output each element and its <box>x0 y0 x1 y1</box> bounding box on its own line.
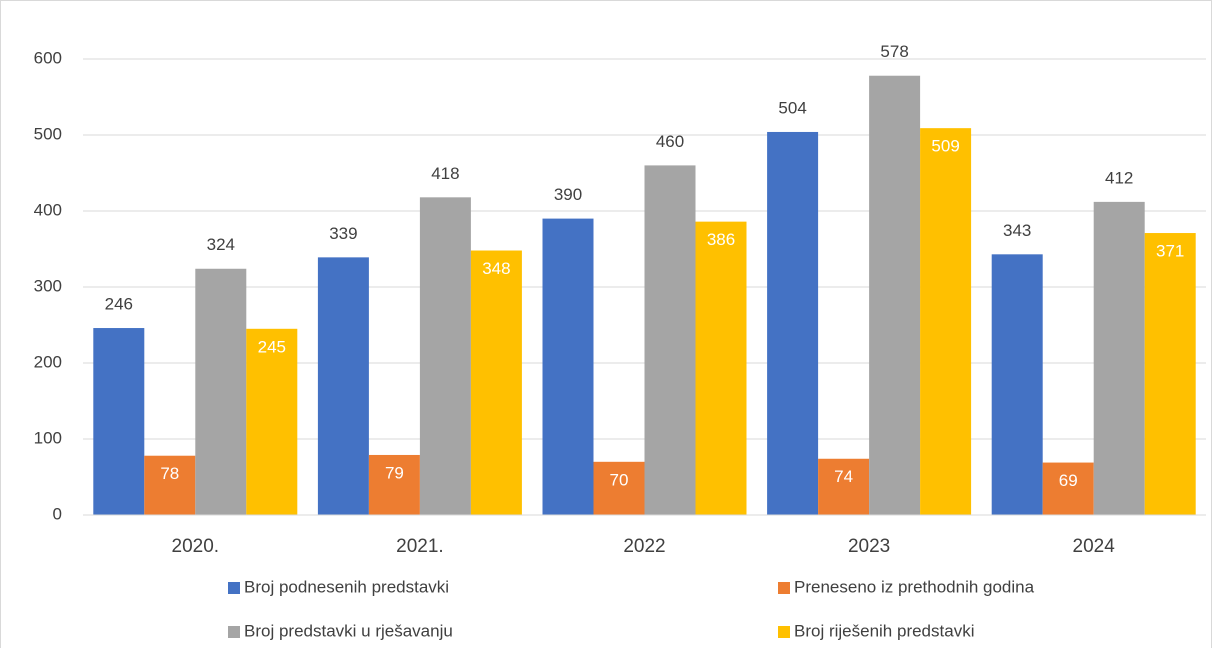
bar <box>368 454 420 515</box>
data-label: 412 <box>1105 168 1133 187</box>
bar <box>542 218 594 515</box>
data-label: 418 <box>431 164 459 183</box>
bar <box>818 458 870 515</box>
bar <box>1042 462 1094 515</box>
x-tick-label: 2021. <box>396 536 444 557</box>
bar <box>695 221 747 515</box>
x-tick-label: 2022 <box>623 536 665 557</box>
bar <box>1093 201 1145 515</box>
y-tick-label: 500 <box>34 124 62 143</box>
data-label: 386 <box>707 230 735 249</box>
legend-label: Broj riješenih predstavki <box>794 621 974 640</box>
data-label: 324 <box>207 235 235 254</box>
bar <box>470 250 522 515</box>
y-tick-label: 400 <box>34 200 62 219</box>
bar <box>317 257 369 515</box>
bar <box>869 75 921 515</box>
legend-swatch <box>778 626 790 638</box>
bar <box>246 328 298 515</box>
data-label: 509 <box>931 137 959 156</box>
bar <box>1144 233 1196 516</box>
data-label: 390 <box>554 185 582 204</box>
data-label: 70 <box>610 470 629 489</box>
bar <box>593 461 645 515</box>
x-tick-label: 2023 <box>848 536 890 557</box>
y-tick-label: 200 <box>34 352 62 371</box>
bar <box>144 455 196 515</box>
legend-label: Broj podnesenih predstavki <box>244 577 449 596</box>
x-tick-label: 2024 <box>1073 536 1116 557</box>
data-label: 78 <box>160 464 179 483</box>
data-label: 246 <box>105 295 133 314</box>
bar <box>419 197 471 515</box>
legend-swatch <box>228 582 240 594</box>
legend-swatch <box>778 582 790 594</box>
y-tick-label: 600 <box>34 48 62 67</box>
data-label: 460 <box>656 132 684 151</box>
bar <box>93 328 145 515</box>
bar <box>644 165 696 515</box>
bar <box>767 131 819 515</box>
y-tick-label: 0 <box>53 504 62 523</box>
data-label: 74 <box>834 467 853 486</box>
y-tick-label: 300 <box>34 276 62 295</box>
data-label: 79 <box>385 463 404 482</box>
data-label: 245 <box>258 337 286 356</box>
bar <box>991 254 1043 515</box>
data-label: 348 <box>482 259 510 278</box>
legend-label: Preneseno iz prethodnih godina <box>794 577 1035 596</box>
data-label: 69 <box>1059 471 1078 490</box>
data-label: 343 <box>1003 221 1031 240</box>
bar <box>195 268 247 515</box>
x-tick-label: 2020. <box>172 536 220 557</box>
data-label: 339 <box>329 224 357 243</box>
data-label: 504 <box>778 98 806 117</box>
data-label: 578 <box>880 42 908 61</box>
legend-swatch <box>228 626 240 638</box>
bar <box>920 128 972 515</box>
data-label: 371 <box>1156 242 1184 261</box>
y-tick-label: 100 <box>34 428 62 447</box>
legend-label: Broj predstavki u rješavanju <box>244 621 453 640</box>
